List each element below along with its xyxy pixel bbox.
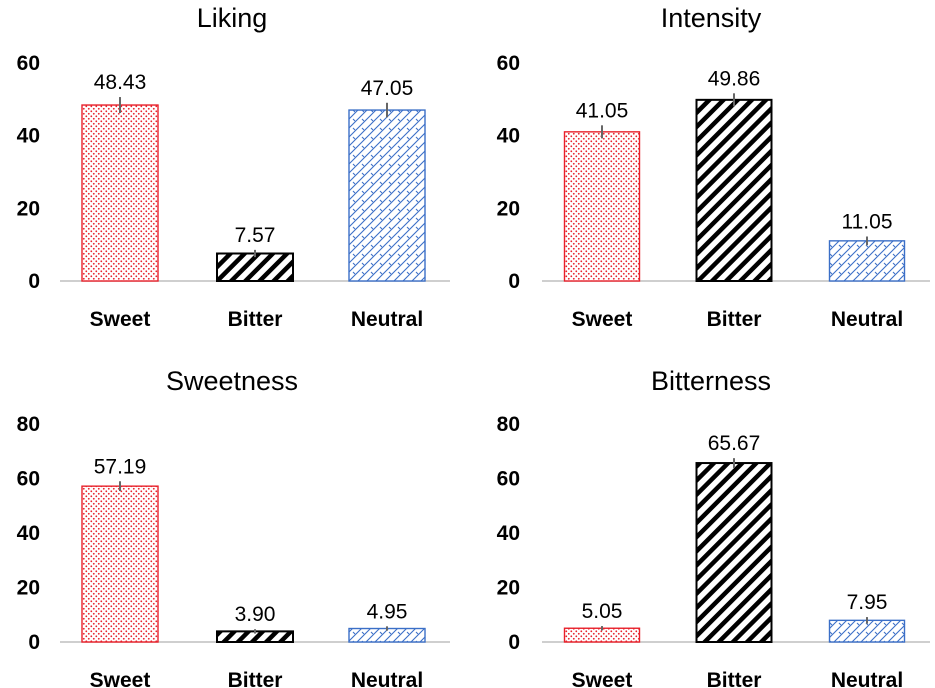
- y-tick-label: 0: [28, 631, 40, 654]
- x-tick-label-bitter: Bitter: [707, 669, 762, 688]
- y-tick-label: 20: [17, 577, 40, 600]
- chart-bitterness: Bitterness 0 20 40 60 80 5.05 65.67 7.95 Sweet…: [497, 366, 930, 688]
- y-tick-label: 20: [17, 197, 40, 220]
- bar-sweet: [81, 485, 159, 643]
- bar-neutral: [348, 109, 426, 282]
- x-axis-ticks: Sweet Bitter Neutral: [90, 669, 424, 688]
- data-label-neutral: 47.05: [361, 77, 414, 100]
- x-tick-label-sweet: Sweet: [90, 669, 151, 688]
- y-axis-ticks: 0 20 40 60: [17, 52, 40, 293]
- chart-liking: Liking 0 20 40 60 48.43 7.57 47.05 Sweet Bitte…: [17, 3, 450, 331]
- chart-title: Intensity: [661, 3, 762, 33]
- bars: 41.05 49.86 11.05: [563, 67, 906, 283]
- y-tick-label: 0: [28, 270, 40, 293]
- chart-title: Sweetness: [166, 366, 298, 396]
- bar-bitter: [695, 98, 773, 283]
- y-tick-label: 60: [497, 468, 520, 491]
- y-tick-label: 40: [497, 522, 520, 545]
- data-label-neutral: 4.95: [367, 600, 408, 623]
- chart-title: Bitterness: [651, 366, 771, 396]
- y-tick-label: 60: [17, 52, 40, 75]
- data-label-bitter: 7.57: [235, 224, 276, 247]
- x-tick-label-sweet: Sweet: [90, 308, 151, 331]
- y-tick-label: 60: [17, 468, 40, 491]
- bars: 57.19 3.90 4.95: [81, 455, 426, 643]
- y-tick-label: 40: [497, 125, 520, 148]
- y-tick-label: 0: [508, 270, 520, 293]
- y-axis-ticks: 0 20 40 60 80: [17, 413, 40, 654]
- x-axis-ticks: Sweet Bitter Neutral: [90, 308, 424, 331]
- chart-intensity: Intensity 0 20 40 60 41.05 49.86 11.05 Sweet B…: [497, 3, 930, 331]
- y-axis-ticks: 0 20 40 60 80: [497, 413, 520, 654]
- y-tick-label: 80: [17, 413, 40, 436]
- bars: 48.43 7.57 47.05: [81, 71, 426, 282]
- x-axis-ticks: Sweet Bitter Neutral: [572, 308, 904, 331]
- chart-title: Liking: [197, 3, 268, 33]
- chart-sweetness: Sweetness 0 20 40 60 80 57.19 3.90 4.95 Sweet B…: [17, 366, 450, 688]
- data-label-neutral: 11.05: [842, 210, 893, 233]
- data-label-bitter: 65.67: [708, 432, 761, 455]
- y-tick-label: 20: [497, 197, 520, 220]
- x-tick-label-neutral: Neutral: [831, 669, 903, 688]
- data-label-sweet: 48.43: [94, 71, 147, 94]
- x-tick-label-neutral: Neutral: [351, 669, 423, 688]
- data-label-sweet: 57.19: [94, 455, 147, 478]
- bar-bitter: [216, 252, 294, 282]
- bar-bitter: [695, 462, 773, 643]
- data-label-neutral: 7.95: [847, 591, 888, 614]
- x-axis-ticks: Sweet Bitter Neutral: [572, 669, 904, 688]
- bar-sweet: [563, 131, 641, 282]
- y-tick-label: 40: [17, 125, 40, 148]
- data-label-bitter: 3.90: [235, 603, 276, 626]
- y-tick-label: 80: [497, 413, 520, 436]
- y-axis-ticks: 0 20 40 60: [497, 52, 520, 293]
- x-tick-label-bitter: Bitter: [707, 308, 762, 331]
- x-tick-label-neutral: Neutral: [351, 308, 423, 331]
- y-tick-label: 60: [497, 52, 520, 75]
- y-tick-label: 40: [17, 522, 40, 545]
- data-label-sweet: 41.05: [576, 99, 629, 122]
- bars: 5.05 65.67 7.95: [563, 432, 906, 643]
- x-tick-label-sweet: Sweet: [572, 669, 633, 688]
- data-label-bitter: 49.86: [708, 67, 761, 90]
- x-tick-label-sweet: Sweet: [572, 308, 633, 331]
- x-tick-label-neutral: Neutral: [831, 308, 903, 331]
- y-tick-label: 20: [497, 577, 520, 600]
- bar-sweet: [81, 104, 159, 282]
- y-tick-label: 0: [508, 631, 520, 654]
- data-label-sweet: 5.05: [582, 600, 623, 623]
- x-tick-label-bitter: Bitter: [228, 308, 283, 331]
- x-tick-label-bitter: Bitter: [228, 669, 283, 688]
- bar-neutral: [828, 240, 906, 282]
